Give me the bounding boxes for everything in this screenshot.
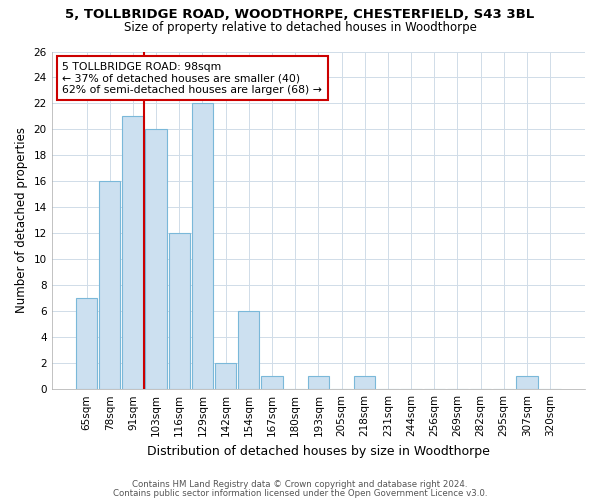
- Bar: [215, 363, 236, 389]
- Text: Size of property relative to detached houses in Woodthorpe: Size of property relative to detached ho…: [124, 21, 476, 34]
- Bar: [308, 376, 329, 389]
- Bar: [122, 116, 143, 389]
- Text: Contains public sector information licensed under the Open Government Licence v3: Contains public sector information licen…: [113, 488, 487, 498]
- Bar: [99, 182, 121, 389]
- Bar: [516, 376, 538, 389]
- Text: 5, TOLLBRIDGE ROAD, WOODTHORPE, CHESTERFIELD, S43 3BL: 5, TOLLBRIDGE ROAD, WOODTHORPE, CHESTERF…: [65, 8, 535, 20]
- Y-axis label: Number of detached properties: Number of detached properties: [15, 128, 28, 314]
- Bar: [169, 234, 190, 389]
- Bar: [238, 312, 259, 389]
- Text: 5 TOLLBRIDGE ROAD: 98sqm
← 37% of detached houses are smaller (40)
62% of semi-d: 5 TOLLBRIDGE ROAD: 98sqm ← 37% of detach…: [62, 62, 322, 95]
- Bar: [76, 298, 97, 389]
- Bar: [145, 130, 167, 389]
- X-axis label: Distribution of detached houses by size in Woodthorpe: Distribution of detached houses by size …: [147, 444, 490, 458]
- Bar: [192, 104, 213, 389]
- Bar: [262, 376, 283, 389]
- Text: Contains HM Land Registry data © Crown copyright and database right 2024.: Contains HM Land Registry data © Crown c…: [132, 480, 468, 489]
- Bar: [354, 376, 376, 389]
